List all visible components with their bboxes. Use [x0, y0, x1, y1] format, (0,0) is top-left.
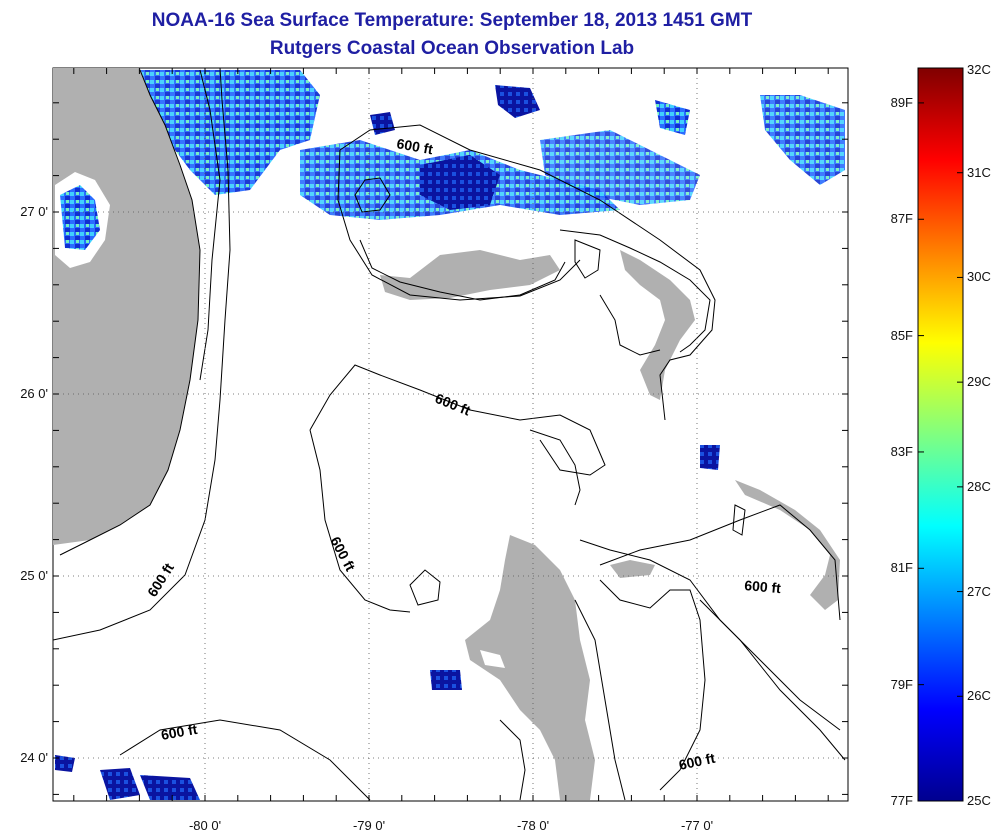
lon-tick-label: -77 0': [680, 818, 714, 833]
lat-tick-label: 25 0': [20, 568, 48, 583]
axis-ticks: [53, 68, 848, 801]
lat-tick-label: 26 0': [20, 386, 48, 401]
map-subtitle: Rutgers Coastal Ocean Observation Lab: [269, 38, 635, 59]
colorbar-fahrenheit-label: 83F: [890, 443, 913, 459]
andros-island: [465, 535, 595, 800]
colorbar-celsius-label: 26C: [967, 688, 991, 704]
contour-label-southeast: 600 ft: [677, 750, 716, 773]
lon-tick-label: -80 0': [188, 818, 222, 833]
eleuthera-island: [735, 480, 840, 610]
map-title: NOAA-16 Sea Surface Temperature: Septemb…: [151, 10, 753, 31]
colorbar-celsius-label: 30C: [967, 269, 991, 285]
colorbar-fahrenheit-label: 81F: [890, 560, 913, 576]
sst-data-patches: [55, 70, 845, 800]
colorbar-fahrenheit-label: 79F: [890, 676, 913, 692]
contour-label-southwest: 600 ft: [160, 721, 199, 743]
colorbar-fahrenheit-label: 89F: [890, 94, 913, 110]
colorbar-celsius-label: 28C: [967, 478, 991, 494]
abaco-island: [620, 250, 695, 400]
colorbar: [917, 67, 964, 802]
colorbar-ticks: [918, 67, 963, 802]
contour-label-east: 600 ft: [744, 577, 782, 596]
grand-bahama: [380, 250, 560, 300]
colorbar-celsius-label: 25C: [967, 793, 991, 808]
map-gridlines: [53, 68, 848, 801]
colorbar-celsius-label: 27C: [967, 583, 991, 599]
coastline-outlines: [59, 69, 841, 801]
lat-tick-label: 27 0': [20, 204, 48, 219]
new-providence: [610, 560, 655, 578]
colorbar-fahrenheit-label: 85F: [890, 327, 913, 343]
colorbar-fahrenheit-label: 87F: [890, 211, 913, 227]
colorbar-celsius-label: 29C: [967, 374, 991, 390]
lat-tick-label: 24 0': [20, 750, 48, 765]
colorbar-celsius-label: 32C: [967, 62, 991, 77]
lon-tick-label: -79 0': [352, 818, 386, 833]
colorbar-fahrenheit-label: 77F: [890, 793, 913, 808]
colorbar-celsius-label: 31C: [967, 164, 991, 180]
depth-contours-600ft: [53, 68, 846, 801]
contour-label-north: 600 ft: [395, 135, 434, 157]
lon-tick-label: -78 0': [516, 818, 550, 833]
